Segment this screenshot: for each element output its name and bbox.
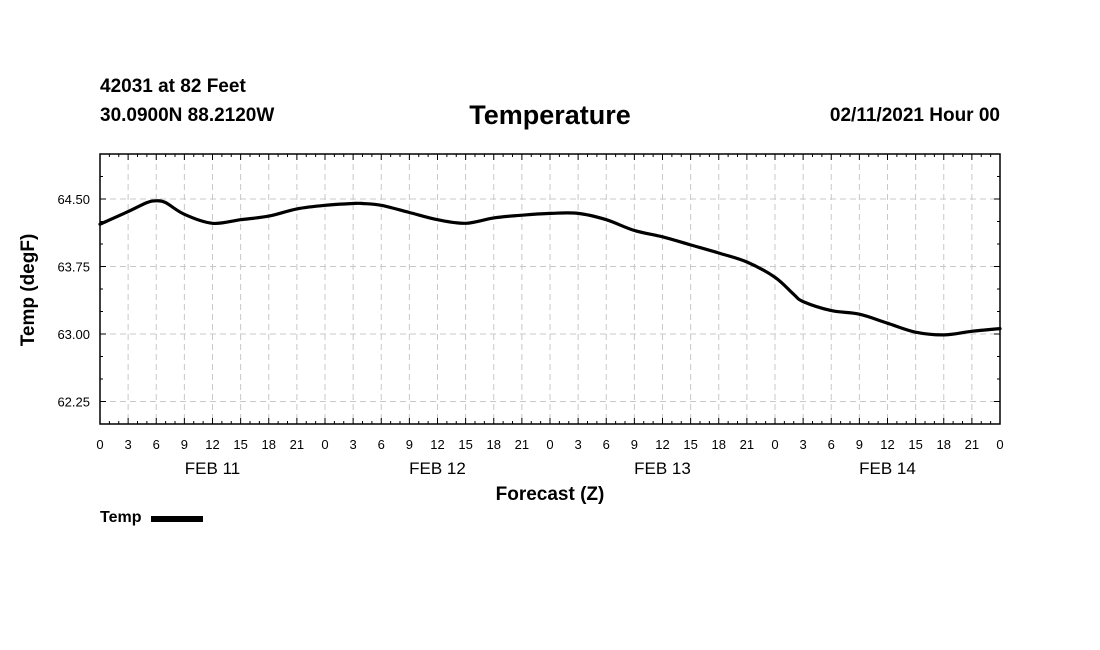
- x-tick-label: 6: [828, 437, 835, 452]
- legend-swatch: [151, 516, 204, 522]
- x-tick-label: 3: [800, 437, 807, 452]
- x-tick-label: 6: [603, 437, 610, 452]
- x-tick-label: 6: [378, 437, 385, 452]
- station-label: 42031 at 82 Feet: [100, 76, 246, 97]
- run-time-label: 02/11/2021 Hour 00: [829, 105, 1000, 126]
- x-tick-label: 15: [233, 437, 247, 452]
- x-tick-label: 3: [125, 437, 132, 452]
- x-tick-label: 18: [937, 437, 951, 452]
- x-axis-title: Forecast (Z): [496, 484, 605, 505]
- x-tick-label: 3: [575, 437, 582, 452]
- legend: Temp: [100, 509, 204, 527]
- day-label: FEB 12: [409, 459, 466, 478]
- y-tick-label: 62.25: [57, 395, 90, 410]
- x-tick-label: 0: [321, 437, 328, 452]
- x-tick-label: 9: [631, 437, 638, 452]
- x-tick-label: 15: [458, 437, 472, 452]
- day-label: FEB 13: [634, 459, 691, 478]
- day-label: FEB 11: [185, 459, 240, 478]
- x-tick-label: 18: [262, 437, 276, 452]
- series-line-temp: [98, 199, 1002, 337]
- x-tick-label: 15: [683, 437, 697, 452]
- tick-labels: 64.50 63.75 63.00 62.25 0 3 6 9 12 15 18 21 0 3 6 9 12 15…: [57, 192, 1003, 478]
- y-tick-label: 63.00: [57, 327, 90, 342]
- x-tick-label: 12: [430, 437, 444, 452]
- chart-title: Temperature: [469, 100, 631, 130]
- y-axis-title: Temp (degF): [18, 234, 39, 347]
- y-tick-label: 63.75: [57, 260, 90, 275]
- x-tick-label: 9: [181, 437, 188, 452]
- x-tick-label: 0: [546, 437, 553, 452]
- x-tick-label: 0: [996, 437, 1003, 452]
- day-label: FEB 14: [859, 459, 916, 478]
- x-tick-label: 15: [908, 437, 922, 452]
- x-tick-label: 12: [880, 437, 894, 452]
- x-tick-label: 9: [856, 437, 863, 452]
- x-tick-label: 6: [153, 437, 160, 452]
- y-tick-label: 64.50: [57, 192, 90, 207]
- x-tick-label: 0: [96, 437, 103, 452]
- x-tick-label: 0: [771, 437, 778, 452]
- grid-lines: [100, 154, 1000, 424]
- axes: [99, 153, 1001, 425]
- x-tick-label: 12: [655, 437, 669, 452]
- x-tick-label: 21: [965, 437, 979, 452]
- x-tick-label: 3: [350, 437, 357, 452]
- coordinates-label: 30.0900N 88.2120W: [100, 105, 275, 126]
- x-tick-label: 21: [290, 437, 304, 452]
- x-tick-label: 12: [205, 437, 219, 452]
- x-tick-label: 21: [515, 437, 529, 452]
- x-tick-label: 18: [712, 437, 726, 452]
- series-layer: [98, 199, 1002, 337]
- x-tick-label: 18: [487, 437, 501, 452]
- x-tick-label: 21: [740, 437, 754, 452]
- x-tick-label: 9: [406, 437, 413, 452]
- legend-label: Temp: [100, 509, 142, 526]
